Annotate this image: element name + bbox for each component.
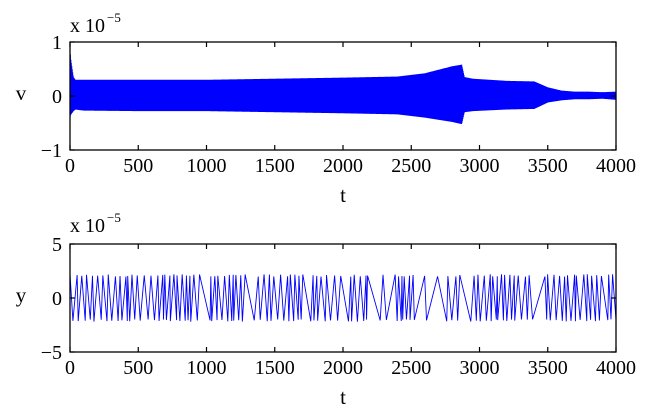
y-y-axis-label: y [16, 283, 27, 307]
y-x-axis: 0 500 1000 1500 2000 2500 3000 3500 4000 [65, 244, 636, 379]
v-x-tick-label: 1000 [187, 155, 227, 177]
y-y-tick-label: −5 [41, 342, 62, 364]
y-x-tick-label: 2000 [323, 357, 363, 379]
v-x-tick-label: 2000 [323, 155, 363, 177]
y-series-line [70, 274, 616, 321]
y-y-tick-label: 0 [52, 288, 62, 310]
y-plot-area [70, 274, 616, 321]
v-x-tick-label: 3000 [460, 155, 500, 177]
panel-v: x 10 −5 0 500 1000 1500 2000 2500 3000 3500 4000 … [16, 10, 636, 207]
v-plot-area [70, 47, 616, 124]
v-x-tick-label: 0 [65, 155, 75, 177]
y-axes-frame [70, 244, 616, 352]
y-x-tick-label: 4000 [596, 357, 636, 379]
panel-y: x 10 −5 0 500 1000 1500 2000 2500 3000 3500 4000 … [16, 210, 636, 409]
y-x-tick-label: 3000 [460, 357, 500, 379]
v-y-tick-label: 0 [52, 86, 62, 108]
v-scale-label: x 10 −5 [70, 10, 121, 37]
v-x-tick-label: 3500 [528, 155, 568, 177]
v-x-tick-label: 4000 [596, 155, 636, 177]
v-x-tick-label: 1500 [255, 155, 295, 177]
y-x-tick-label: 1500 [255, 357, 295, 379]
v-y-tick-label: 1 [52, 32, 62, 54]
v-y-tick-label: −1 [41, 140, 62, 162]
y-y-tick-label: 5 [52, 234, 62, 256]
v-x-tick-label: 500 [123, 155, 153, 177]
y-x-tick-label: 3500 [528, 357, 568, 379]
y-scale-label: x 10 −5 [70, 210, 121, 237]
y-x-tick-label: 1000 [187, 357, 227, 379]
y-x-axis-label: t [340, 385, 346, 409]
v-series-line [70, 47, 616, 124]
v-y-axis-label: v [16, 81, 27, 105]
y-x-tick-label: 500 [123, 357, 153, 379]
y-x-tick-label: 2500 [391, 357, 431, 379]
y-x-tick-label: 0 [65, 357, 75, 379]
v-x-tick-label: 2500 [391, 155, 431, 177]
v-x-axis-label: t [340, 183, 346, 207]
